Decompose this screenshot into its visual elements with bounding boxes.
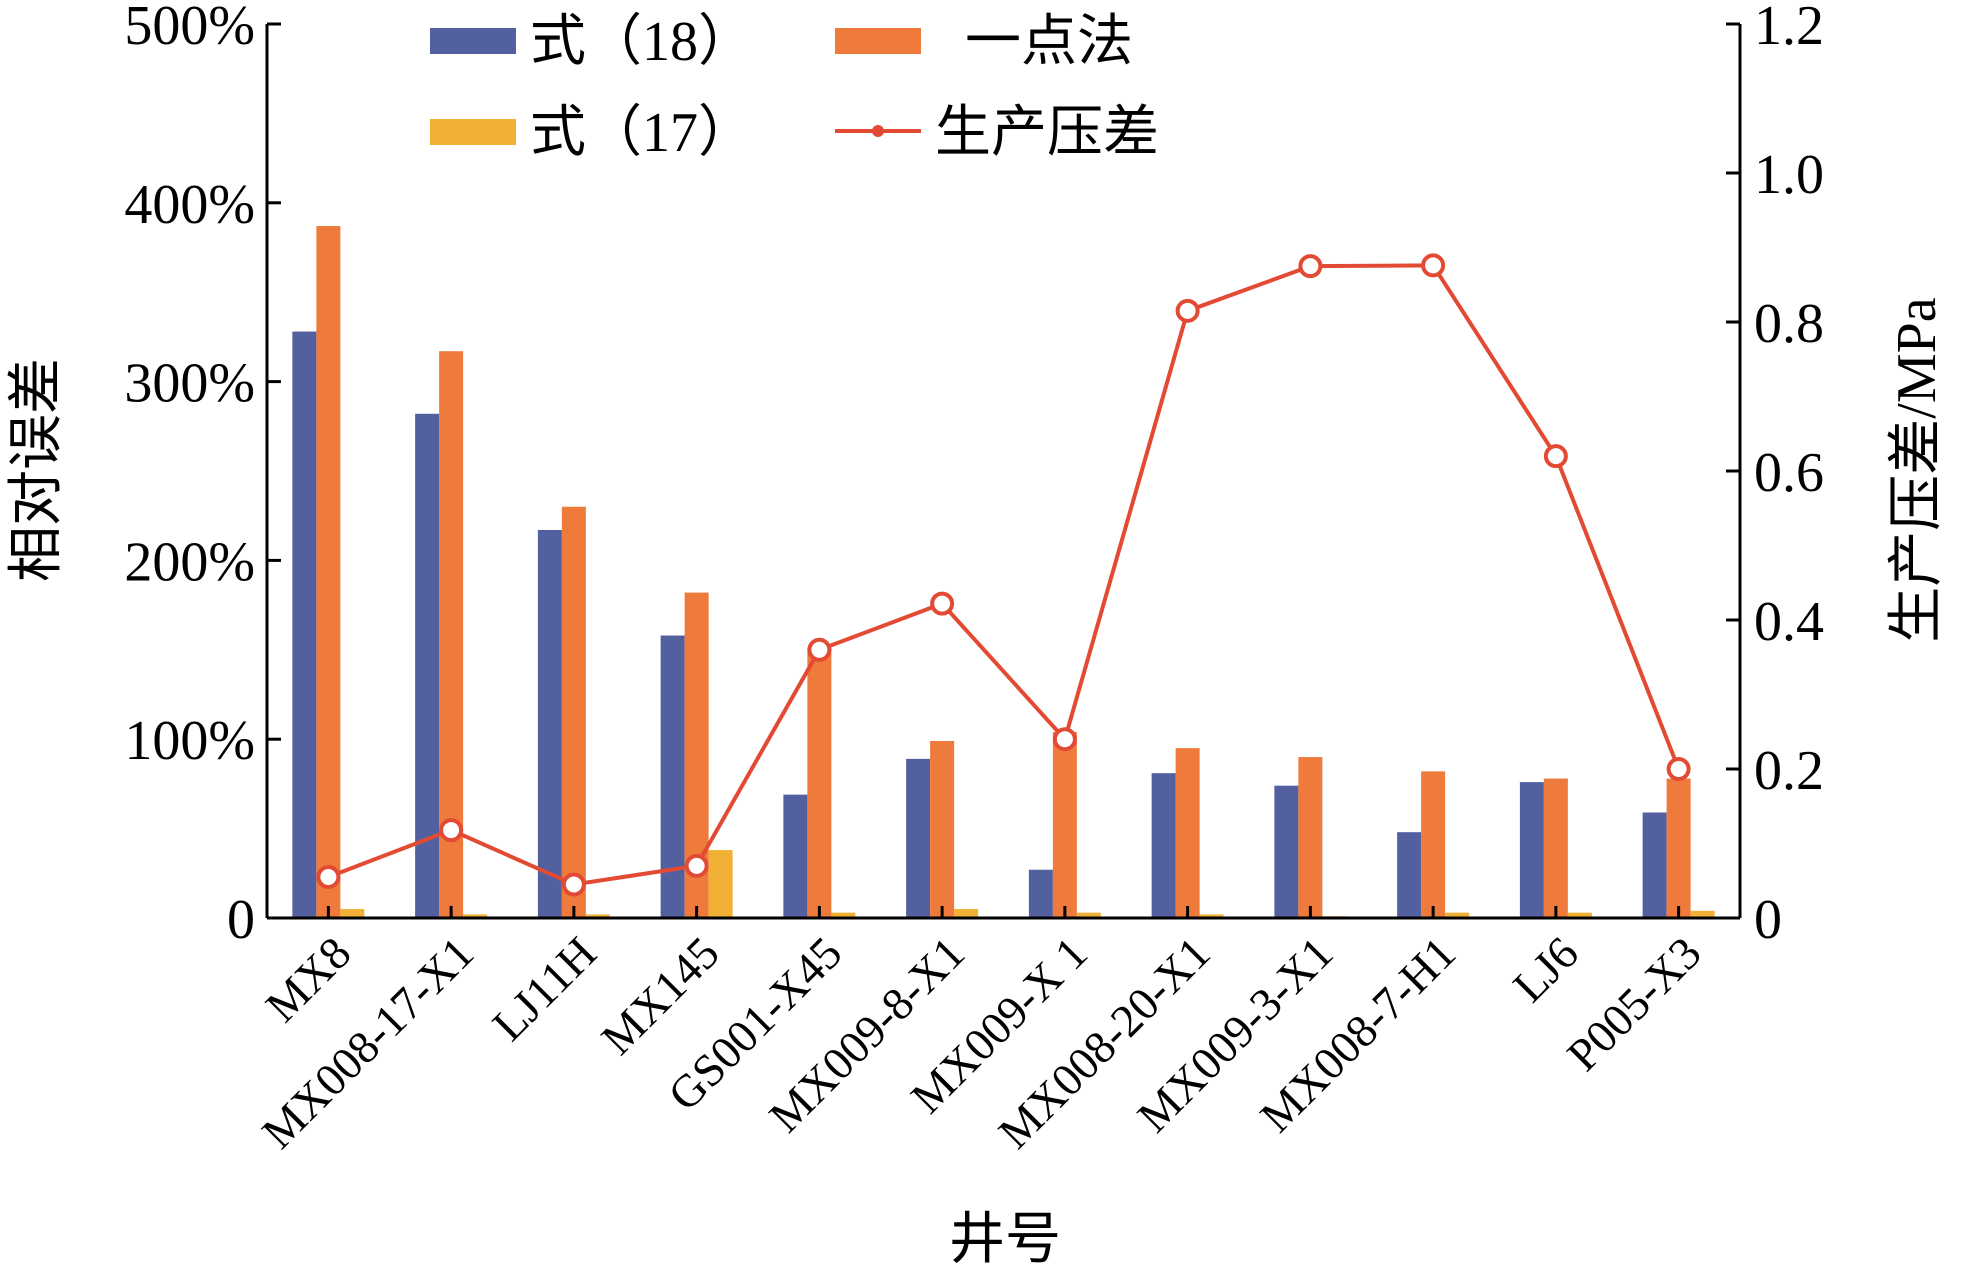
plot-area: 0 100% 200% 300% 400% 500% 0 0.2 0.4 0.6 0.8 1.0 1.2… — [6, 0, 1948, 1268]
pressure-point-8 — [1175, 298, 1200, 323]
legend-label-2: 一点法 — [965, 11, 1133, 73]
legend-marker-4 — [872, 125, 884, 137]
pressure-line — [327, 263, 1681, 887]
bar-2-11 — [1543, 778, 1568, 918]
left-tick-label-1: 0 — [227, 889, 255, 951]
pressure-point-4 — [684, 853, 709, 878]
bar-3-1 — [340, 909, 365, 918]
right-tick-label-6: 1.0 — [1754, 144, 1824, 206]
right-tick-label-7: 1.2 — [1754, 0, 1824, 57]
pressure-point-12 — [1666, 757, 1691, 781]
bar-2-5 — [807, 648, 832, 918]
pressure-point-2 — [439, 818, 464, 843]
bar-1-6 — [906, 758, 931, 918]
legend-swatch-2 — [835, 28, 921, 54]
legend-label-1: 式（18） — [530, 11, 754, 73]
bar-2-10 — [1421, 771, 1446, 918]
bar-1-11 — [1519, 782, 1544, 918]
legend-swatch-1 — [430, 28, 516, 54]
bar-1-9 — [1274, 785, 1299, 918]
bar-2-7 — [1052, 732, 1077, 918]
bar-2-12 — [1666, 778, 1691, 918]
bar-1-1 — [292, 331, 317, 918]
bar-1-10 — [1397, 832, 1422, 918]
left-tick-label-2: 100% — [124, 710, 255, 772]
x-tick-label-11: LJ6 — [1503, 927, 1588, 1012]
pressure-point-3 — [561, 872, 586, 897]
left-tick-label-4: 300% — [124, 353, 255, 415]
bar-1-8 — [1151, 773, 1176, 918]
legend-swatch-3 — [430, 119, 516, 145]
bar-3-5 — [831, 912, 856, 918]
bar-1-2 — [415, 413, 440, 918]
bar-2-3 — [561, 506, 586, 918]
pressure-point-9 — [1298, 254, 1323, 279]
pressure-point-7 — [1052, 727, 1077, 752]
pressure-point-5 — [807, 637, 832, 662]
bar-3-3 — [585, 914, 610, 918]
pressure-point-6 — [930, 591, 955, 616]
pressure-point-10 — [1421, 253, 1446, 278]
bar-3-7 — [1076, 912, 1101, 918]
bar-2-8 — [1175, 748, 1200, 918]
x-tick-label-12: P005-X3 — [1557, 927, 1711, 1081]
left-tick-label-5: 400% — [124, 174, 255, 236]
bar-1-12 — [1642, 812, 1667, 918]
right-axis-title: 生产压差/MPa — [1886, 297, 1948, 642]
bar-1-4 — [660, 635, 685, 918]
bar-3-2 — [463, 914, 488, 918]
right-tick-label-5: 0.8 — [1754, 293, 1824, 355]
pressure-point-1 — [316, 865, 341, 890]
left-tick-label-6: 500% — [124, 0, 255, 57]
bar-1-7 — [1028, 869, 1053, 918]
x-tick-label-2: MX008-17-X1 — [252, 927, 483, 1158]
x-tick-label-8: MX008-20-X1 — [988, 927, 1219, 1158]
left-tick-label-3: 200% — [124, 531, 255, 593]
right-tick-label-4: 0.6 — [1754, 442, 1824, 504]
right-tick-label-2: 0.2 — [1754, 740, 1824, 802]
bar-3-12 — [1690, 910, 1715, 918]
bar-1-5 — [783, 794, 808, 918]
legend-label-3: 式（17） — [530, 102, 754, 164]
right-tick-label-3: 0.4 — [1754, 591, 1824, 653]
bar-3-10 — [1445, 912, 1470, 918]
x-tick-label-3: LJ11H — [483, 927, 606, 1050]
legend-label-4: 生产压差 — [935, 102, 1159, 164]
bar-1-3 — [537, 530, 562, 918]
x-axis-title: 井号 — [949, 1209, 1061, 1268]
x-tick-label-1: MX8 — [256, 927, 361, 1032]
bar-3-8 — [1199, 914, 1224, 918]
bar-3-4 — [708, 850, 733, 918]
left-axis-title: 相对误差 — [6, 358, 68, 582]
bar-2-1 — [316, 226, 341, 918]
right-tick-label-1: 0 — [1754, 889, 1782, 951]
bar-3-6 — [954, 909, 979, 918]
bar-2-9 — [1298, 757, 1323, 918]
bar-2-6 — [930, 740, 955, 918]
pressure-point-11 — [1543, 444, 1568, 469]
bar-3-11 — [1567, 912, 1592, 918]
